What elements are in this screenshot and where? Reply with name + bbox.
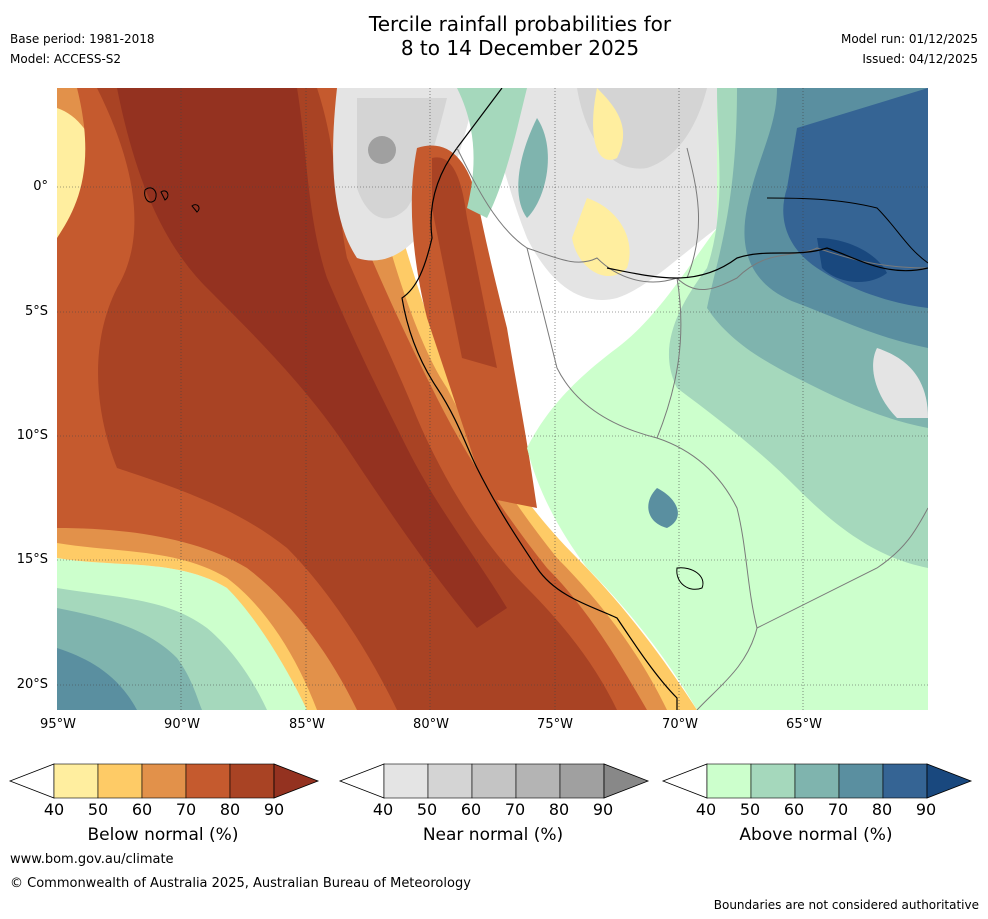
colorbar-min-triangle	[8, 763, 55, 799]
model-run: Model run: 01/12/2025	[840, 32, 978, 46]
footer-copyright: © Commonwealth of Australia 2025, Austra…	[10, 876, 471, 891]
tick: 50	[739, 800, 761, 819]
colorbar-segment	[185, 763, 231, 799]
colorbar-segment	[838, 763, 884, 799]
x-label-90w: 90°W	[164, 717, 200, 732]
colorbar-below-label: Below normal (%)	[87, 825, 239, 845]
colorbar-segment	[794, 763, 840, 799]
x-label-65w: 65°W	[786, 717, 822, 732]
colorbar-segment	[97, 763, 143, 799]
colorbar-segment	[750, 763, 796, 799]
tick: 70	[175, 800, 197, 819]
footer-disclaimer: Boundaries are not considered authoritat…	[713, 898, 979, 912]
tick: 70	[504, 800, 526, 819]
model-name: Model: ACCESS-S2	[10, 52, 122, 66]
probability-map	[57, 87, 929, 711]
tick: 60	[783, 800, 805, 819]
tick: 80	[871, 800, 893, 819]
colorbar-segment	[706, 763, 752, 799]
tick: 90	[263, 800, 285, 819]
colorbar-near-label: Near normal (%)	[422, 825, 564, 845]
tick: 40	[695, 800, 717, 819]
title-line-1: Tercile rainfall probabilities for	[368, 12, 672, 36]
x-label-85w: 85°W	[289, 717, 325, 732]
colorbar-segment	[427, 763, 473, 799]
title-line-2: 8 to 14 December 2025	[400, 36, 640, 60]
y-label-15s: 15°S	[16, 552, 48, 567]
meta-right: Model run: 01/12/2025 Issued: 04/12/2025	[841, 29, 978, 69]
map-canvas	[57, 87, 929, 711]
tick: 90	[915, 800, 937, 819]
y-label-20s: 20°S	[16, 677, 48, 692]
y-label-10s: 10°S	[16, 428, 48, 443]
colorbar-max-triangle	[273, 763, 320, 799]
colorbar-segment	[882, 763, 928, 799]
base-period: Base period: 1981-2018	[10, 32, 155, 46]
colorbar-segment	[515, 763, 561, 799]
tick: 40	[43, 800, 65, 819]
tick: 80	[219, 800, 241, 819]
colorbar-above-label: Above normal (%)	[739, 825, 893, 845]
colorbar-above	[661, 763, 973, 799]
footer-url: www.bom.gov.au/climate	[10, 852, 174, 867]
colorbar-near	[338, 763, 650, 799]
x-label-80w: 80°W	[413, 717, 449, 732]
x-label-95w: 95°W	[40, 717, 76, 732]
x-label-75w: 75°W	[537, 717, 573, 732]
tick: 90	[592, 800, 614, 819]
colorbar-segment	[229, 763, 275, 799]
colorbar-below	[8, 763, 320, 799]
tick: 60	[131, 800, 153, 819]
x-label-70w: 70°W	[662, 717, 698, 732]
y-label-5s: 5°S	[24, 304, 48, 319]
colorbar-max-triangle	[926, 763, 973, 799]
tick: 50	[87, 800, 109, 819]
tick: 80	[548, 800, 570, 819]
colorbar-segment	[53, 763, 99, 799]
meta-left: Base period: 1981-2018 Model: ACCESS-S2	[10, 29, 155, 69]
colorbar-segment	[559, 763, 605, 799]
tick: 50	[416, 800, 438, 819]
colorbar-max-triangle	[603, 763, 650, 799]
issued-date: Issued: 04/12/2025	[862, 52, 978, 66]
tick: 60	[460, 800, 482, 819]
colorbar-min-triangle	[661, 763, 708, 799]
y-label-0: 0°	[33, 179, 48, 194]
tick: 40	[372, 800, 394, 819]
colorbar-min-triangle	[338, 763, 385, 799]
colorbar-segment	[141, 763, 187, 799]
colorbars	[8, 763, 973, 799]
colorbar-segment	[471, 763, 517, 799]
map-title: Tercile rainfall probabilities for 8 to …	[0, 12, 988, 60]
tick: 70	[827, 800, 849, 819]
colorbar-segment	[383, 763, 429, 799]
